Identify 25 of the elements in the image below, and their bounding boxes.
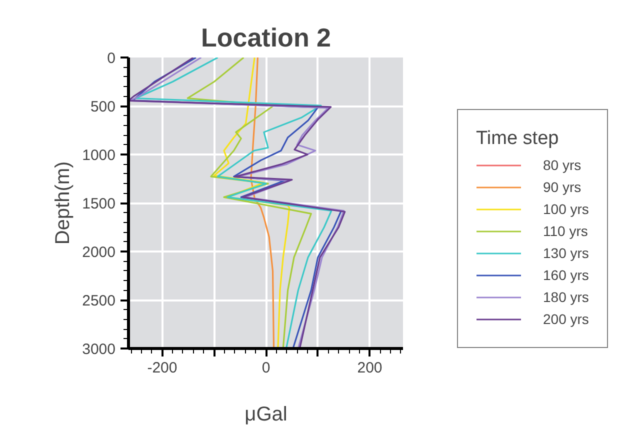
y-tick-label: 1500 <box>82 196 116 212</box>
legend-label: 130 yrs <box>543 245 589 261</box>
x-tick-label: -200 <box>147 360 178 376</box>
chart-title: Location 2 <box>200 22 332 52</box>
legend-label: 80 yrs <box>543 157 582 173</box>
line-series <box>186 58 312 348</box>
legend-title: Time step <box>476 128 560 150</box>
y-tick-label: 2500 <box>82 292 116 310</box>
line-series <box>250 58 275 348</box>
legend-label: 160 yrs <box>543 267 589 283</box>
legend-label: 180 yrs <box>543 289 589 305</box>
legend-label: 90 yrs <box>543 179 582 195</box>
y-axis-title: Depth(m) <box>52 161 74 245</box>
x-tick-label: 200 <box>357 360 382 376</box>
y-tick-label: 3000 <box>82 341 116 358</box>
y-tick-label: 0 <box>107 50 116 67</box>
legend-label: 100 yrs <box>543 201 589 217</box>
y-tick-label: 500 <box>90 98 116 116</box>
line-series <box>213 58 290 348</box>
x-axis-title: μGal <box>244 404 288 426</box>
y-tick-label: 2000 <box>82 244 116 261</box>
y-tick-label: 1000 <box>82 147 116 164</box>
x-tick-label: 0 <box>262 360 270 376</box>
legend-label: 200 yrs <box>543 311 589 327</box>
legend-label: 110 yrs <box>543 223 588 239</box>
